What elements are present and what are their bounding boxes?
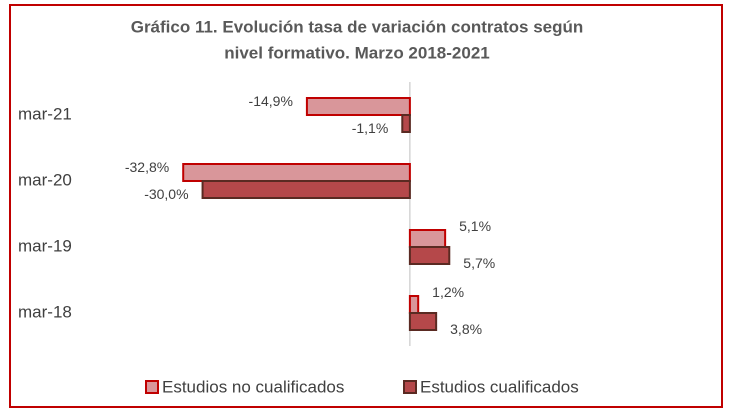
chart-title: nivel formativo. Marzo 2018-2021 [224,43,490,62]
data-label: 5,1% [459,218,491,234]
data-label: 3,8% [450,321,482,337]
data-label: -30,0% [144,186,188,202]
data-label: -14,9% [249,93,293,109]
data-label: 1,2% [432,284,464,300]
legend-swatch [403,380,417,394]
bar [408,295,420,314]
bar [201,180,411,199]
bar [408,246,451,265]
bar [305,97,411,116]
legend-swatch [145,380,159,394]
chart-frame [9,4,723,408]
legend-label: Estudios no cualificados [162,377,344,396]
bar [401,114,411,133]
chart-title: Gráfico 11. Evolución tasa de variación … [131,17,584,36]
y-tick-label: mar-21 [18,104,72,123]
bar [408,229,447,248]
y-tick-label: mar-19 [18,236,72,255]
legend-label: Estudios cualificados [420,377,579,396]
y-tick-label: mar-18 [18,302,72,321]
y-tick-label: mar-20 [18,170,72,189]
data-label: -32,8% [125,159,169,175]
bar [182,163,411,182]
data-label: -1,1% [352,120,389,136]
data-label: 5,7% [463,255,495,271]
bar [408,312,438,331]
